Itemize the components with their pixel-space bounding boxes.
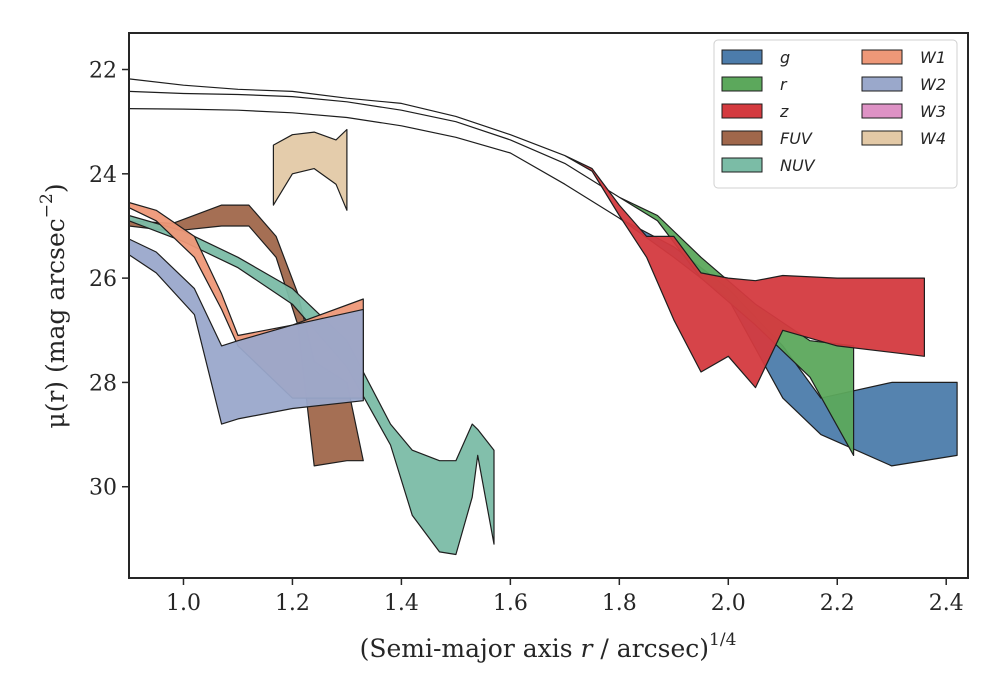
- plot-frame: [128, 32, 969, 579]
- y-tick-label: 26: [89, 267, 117, 292]
- legend-swatch-z: [721, 103, 763, 119]
- x-tick-label: 2.4: [929, 591, 964, 616]
- x-tick-label: 1.0: [166, 591, 201, 616]
- x-axis-label: (Semi-major axis r / arcsec)1/4: [360, 630, 737, 663]
- x-tick-label: 1.4: [384, 591, 419, 616]
- y-tick-label: 24: [89, 163, 117, 188]
- y-axis-label-close: ): [41, 183, 70, 193]
- x-tick-label: 1.2: [275, 591, 310, 616]
- legend-label-fuv: FUV: [780, 129, 813, 148]
- band-g: [128, 108, 958, 467]
- legend-label-r: r: [780, 75, 788, 94]
- band-w2: [128, 238, 364, 425]
- legend-swatch-w1: [861, 49, 903, 65]
- legend-swatch-w4: [861, 130, 903, 146]
- legend-swatch-fuv: [721, 130, 763, 146]
- y-axis-ticks: 22 24 26 28 30: [89, 59, 129, 501]
- y-axis-label-exponent: −2: [37, 193, 57, 218]
- y-tick-label: 28: [89, 371, 117, 396]
- y-tick-label: 22: [89, 59, 117, 84]
- band-r: [128, 90, 855, 456]
- x-axis-label-text: (Semi-major axis r / arcsec): [360, 634, 709, 663]
- y-tick-label: 30: [89, 476, 117, 501]
- x-axis-ticks: 1.0 1.2 1.4 1.6 1.8 2.0 2.2 2.4: [166, 578, 964, 616]
- legend: grz FUV NUV W1 W2 W3 W4: [713, 39, 958, 189]
- band-fuv: [128, 204, 364, 467]
- x-axis-label-exponent: 1/4: [709, 630, 736, 650]
- legend-label-nuv: NUV: [780, 156, 816, 175]
- y-axis-label-text: μ(r) (mag arcsec: [41, 218, 70, 428]
- series-bands: [128, 78, 958, 556]
- legend-label-w3: W3: [920, 102, 946, 121]
- legend-label-w2: W2: [920, 75, 946, 94]
- legend-label-z: z: [779, 102, 789, 121]
- band-w4: [272, 128, 348, 211]
- legend-swatch-g: [721, 49, 763, 65]
- legend-swatch-nuv: [721, 157, 763, 173]
- x-tick-label: 2.2: [820, 591, 855, 616]
- x-tick-label: 1.6: [493, 591, 528, 616]
- legend-label-w1: W1: [920, 48, 946, 67]
- legend-label-g: g: [780, 48, 790, 67]
- x-tick-label: 1.8: [602, 591, 637, 616]
- band-z: [128, 78, 925, 389]
- legend-swatch-r: [721, 76, 763, 92]
- legend-label-w4: W4: [920, 129, 946, 148]
- y-axis-label: μ(r) (mag arcsec−2): [37, 183, 70, 428]
- x-tick-label: 2.0: [711, 591, 746, 616]
- legend-swatch-w2: [861, 76, 903, 92]
- legend-swatch-w3: [861, 103, 903, 119]
